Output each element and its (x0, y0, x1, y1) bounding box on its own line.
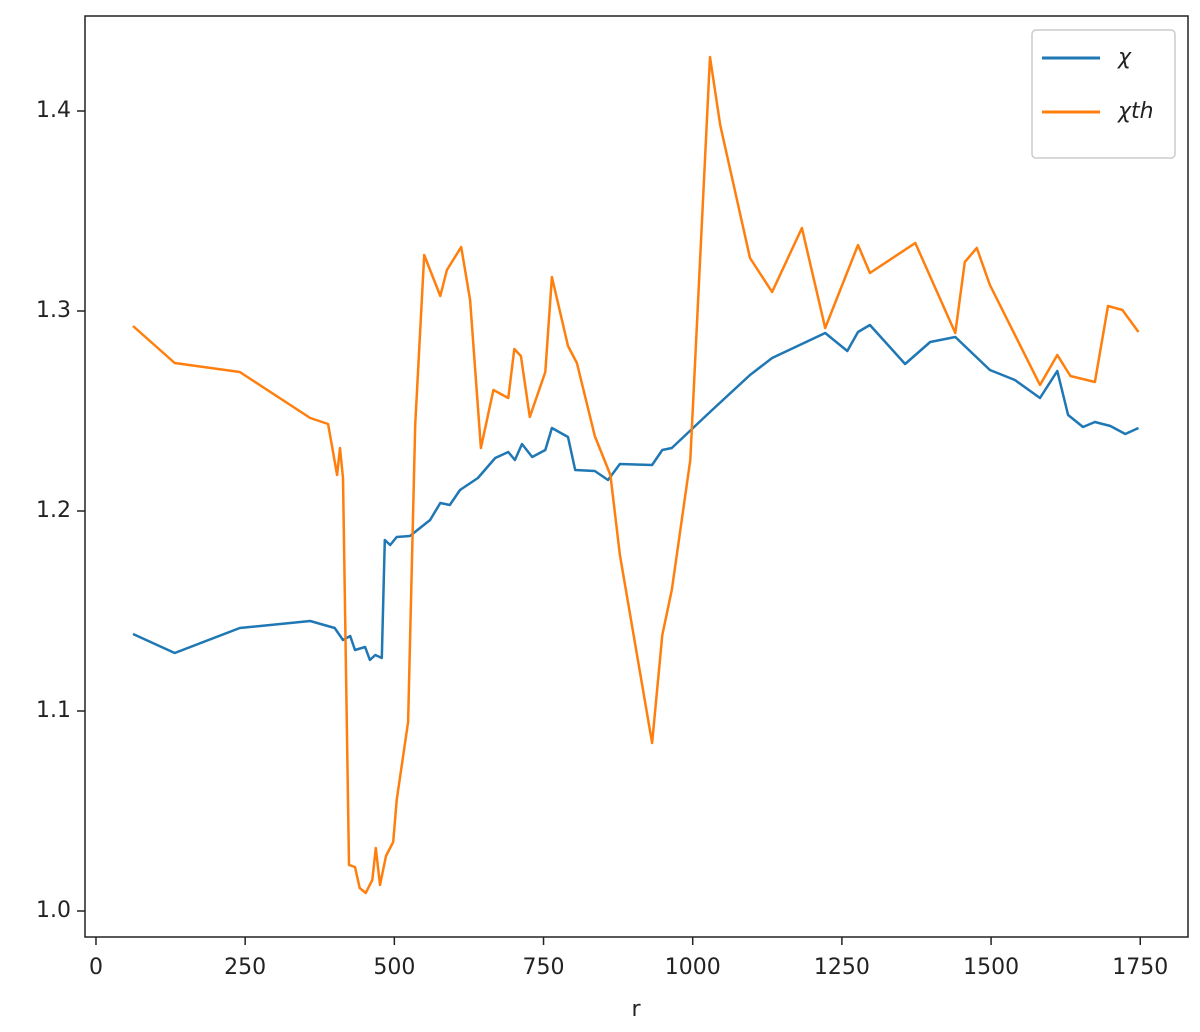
y-tick-label: 1.1 (36, 698, 71, 723)
legend-label: χ (1117, 45, 1132, 70)
legend-box (1031, 29, 1176, 159)
data-line (132, 323, 1140, 662)
x-tick-label: 1250 (814, 955, 870, 980)
x-axis-label: r (631, 997, 641, 1022)
x-tick-label: 1750 (1112, 955, 1168, 980)
x-tick-label: 0 (89, 955, 103, 980)
x-tick-label: 750 (523, 955, 565, 980)
x-tick-label: 1500 (963, 955, 1019, 980)
x-tick-label: 500 (373, 955, 415, 980)
x-tick-label: 250 (224, 955, 266, 980)
plot-frame (84, 15, 1189, 938)
legend-label: χth (1117, 99, 1154, 124)
y-tick-label: 1.4 (36, 98, 71, 123)
y-tick-label: 1.3 (36, 298, 71, 323)
y-tick-label: 1.0 (36, 898, 71, 923)
y-tick-label: 1.2 (36, 498, 71, 523)
x-tick-label: 1000 (665, 955, 721, 980)
data-line (132, 55, 1140, 895)
